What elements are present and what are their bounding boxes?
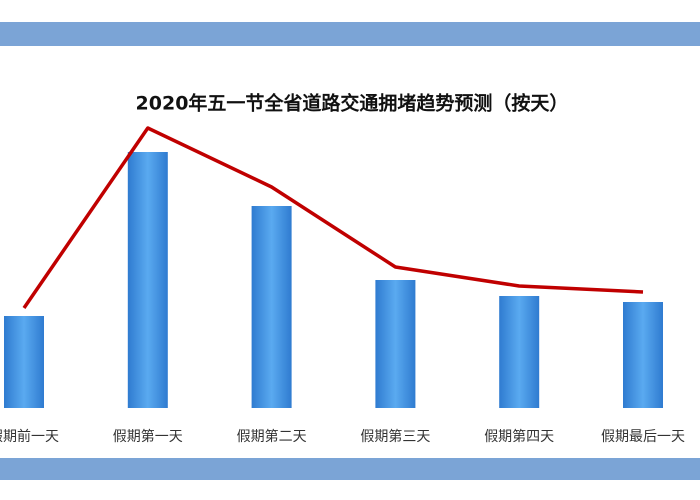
x-tick-label: 假期第四天 bbox=[484, 428, 554, 445]
chart-title: 2020年五一节全省道路交通拥堵趋势预测（按天） bbox=[136, 92, 569, 115]
top-band bbox=[0, 22, 700, 46]
bar bbox=[375, 280, 416, 408]
bar bbox=[127, 152, 168, 408]
bar bbox=[4, 316, 44, 408]
bar bbox=[251, 206, 292, 408]
trend-line bbox=[22, 126, 644, 309]
x-tick-label: 假期第一天 bbox=[113, 428, 183, 445]
bottom-band bbox=[0, 458, 700, 480]
bar bbox=[623, 302, 663, 408]
bar bbox=[499, 296, 540, 408]
x-tick-label: 假期前一天 bbox=[0, 428, 59, 445]
x-tick-label: 假期第三天 bbox=[360, 428, 430, 445]
x-tick-label: 假期最后一天 bbox=[601, 429, 685, 445]
x-tick-label: 假期第二天 bbox=[237, 428, 307, 445]
